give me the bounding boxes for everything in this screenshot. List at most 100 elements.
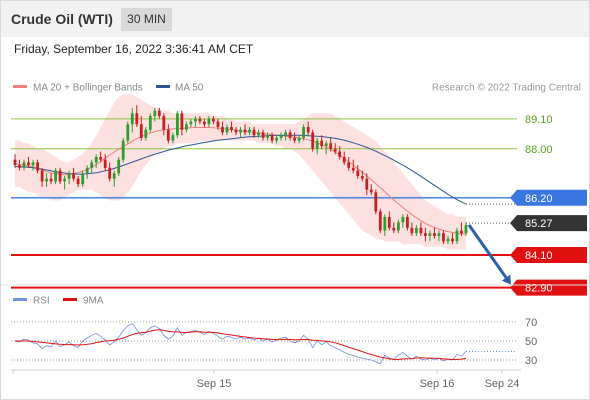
candle-body — [279, 135, 283, 138]
candle-body — [139, 124, 143, 138]
candle-body — [333, 148, 337, 152]
candle-body — [234, 129, 238, 133]
candle-body — [148, 116, 152, 130]
rsi-tick-label: 50 — [525, 336, 537, 348]
candle-body — [221, 127, 224, 133]
ma20-legend-label: MA 20 + Bollinger Bands — [33, 83, 143, 94]
timestamp: Friday, September 16, 2022 3:36:41 AM CE… — [14, 42, 254, 56]
candle-body — [216, 121, 220, 127]
projection-arrow — [467, 224, 509, 280]
x-tick-label: Sep 16 — [420, 378, 455, 390]
candle-body — [248, 129, 251, 133]
candle-body — [356, 170, 360, 176]
candle-body — [329, 143, 333, 149]
candle-body — [315, 140, 319, 149]
ma50-legend-label: MA 50 — [175, 83, 204, 94]
candle-body — [261, 132, 265, 138]
candle-body — [185, 124, 188, 130]
x-axis: Sep 15 Sep 16 Sep 24 — [12, 370, 520, 390]
candle-body — [225, 127, 229, 133]
candle-body — [117, 159, 121, 174]
candle-body — [144, 129, 148, 138]
candle-body — [442, 233, 445, 242]
candle-body — [365, 178, 369, 190]
candle-body — [194, 118, 197, 122]
candle-body — [428, 233, 432, 236]
candle-body — [27, 162, 30, 166]
candle-body — [49, 178, 53, 182]
candle-body — [207, 118, 211, 125]
candle-body — [126, 124, 130, 141]
x-tick-label: Sep 15 — [197, 378, 232, 390]
candle-body — [460, 230, 463, 234]
candle-body — [176, 113, 179, 136]
last-price-label: 85.27 — [525, 218, 553, 230]
candle-body — [171, 135, 175, 141]
candle-body — [67, 173, 71, 179]
candle-body — [324, 143, 328, 146]
candle-body — [266, 135, 269, 138]
last-price-box — [510, 215, 587, 232]
candle-body — [401, 216, 405, 223]
candle-body — [284, 132, 287, 136]
candle-body — [374, 192, 378, 212]
ma20-legend-swatch — [13, 85, 27, 88]
candle-body — [45, 178, 48, 182]
candle-body — [446, 238, 450, 242]
ma50-legend-swatch — [156, 85, 170, 88]
candle-body — [347, 162, 351, 168]
candle-body — [288, 132, 292, 138]
candle-body — [99, 157, 103, 160]
interval-badge[interactable]: 30 MIN — [121, 8, 172, 31]
candle-body — [112, 173, 116, 179]
rsi-9ma-line — [15, 329, 467, 361]
rsi-panel: 70 50 30 — [11, 317, 537, 367]
rsi-legend-swatch — [13, 298, 27, 301]
candle-body — [103, 159, 107, 168]
candle-body — [257, 132, 260, 136]
candle-body — [351, 167, 355, 171]
support-label-box — [510, 246, 587, 263]
candle-body — [121, 140, 125, 160]
candle-body — [189, 121, 193, 125]
candle-body — [85, 167, 89, 174]
candle-body — [212, 118, 215, 122]
x-tick-label: Sep 24 — [485, 378, 520, 390]
rsi-line — [14, 323, 467, 365]
candle-body — [40, 170, 44, 182]
candle-body — [338, 151, 342, 157]
rsi9-legend-label: 9MA — [83, 296, 104, 307]
candle-body — [406, 216, 409, 228]
pivot-label-box — [510, 189, 587, 206]
candle-body — [108, 167, 112, 179]
candle-body — [36, 162, 39, 171]
candle-body — [63, 178, 66, 182]
candle-body — [76, 178, 80, 185]
candle-body — [383, 216, 387, 231]
candle-body — [464, 225, 468, 234]
candle-body — [293, 137, 296, 141]
candle-body — [135, 113, 139, 125]
candle-body — [18, 165, 21, 168]
candle-body — [239, 129, 242, 133]
price-panel: 89.10 88.00 86.20 85.27 84.10 82.90 — [11, 94, 587, 296]
candle-body — [320, 140, 324, 146]
rsi-tick-label: 70 — [525, 317, 537, 329]
candle-body — [392, 227, 396, 231]
credit-text: Research © 2022 Trading Central — [432, 83, 581, 94]
candle-body — [180, 113, 184, 130]
candle-body — [360, 176, 364, 179]
candle-body — [270, 135, 274, 141]
candle-body — [419, 227, 423, 234]
candle-body — [81, 173, 85, 185]
rsi9-legend-swatch — [63, 298, 77, 301]
candle-body — [378, 211, 382, 231]
candle-body — [166, 129, 170, 141]
price-chart: MA 20 + Bollinger Bands MA 50 Research ©… — [1, 83, 589, 390]
candle-body — [72, 173, 75, 179]
projection-arrowhead — [501, 274, 511, 285]
candle-body — [13, 159, 17, 166]
candle-body — [153, 110, 157, 117]
candle-body — [22, 162, 26, 168]
candle-body — [302, 127, 305, 138]
